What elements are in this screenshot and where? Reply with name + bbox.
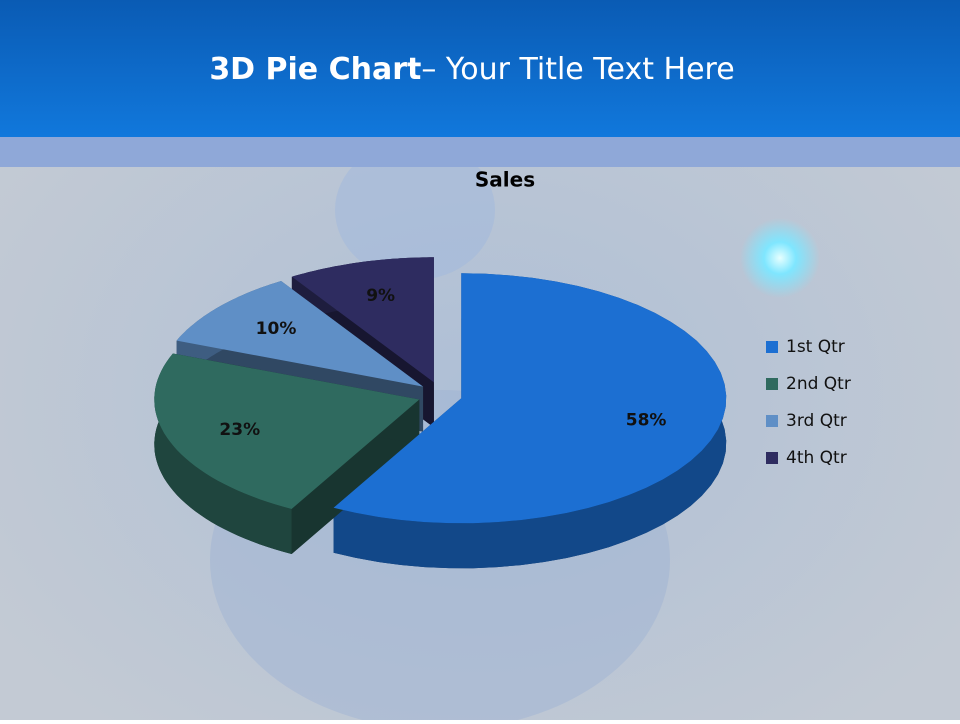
legend-swatch (766, 341, 778, 353)
data-label: 58% (626, 411, 667, 431)
glow-orb (740, 218, 820, 298)
pie-slice (154, 353, 420, 509)
legend-swatch (766, 415, 778, 427)
data-label: 23% (219, 420, 260, 440)
title-rest: – Your Title Text Here (421, 52, 734, 87)
legend-swatch (766, 378, 778, 390)
figure-head (335, 140, 495, 280)
header-band (0, 0, 960, 137)
sub-band (0, 137, 960, 167)
data-label: 9% (366, 286, 395, 306)
legend-swatch (766, 452, 778, 464)
title-bold: 3D Pie Chart (209, 52, 421, 87)
legend: 1st Qtr 2nd Qtr 3rd Qtr 4th Qtr (766, 337, 851, 468)
slice-side (154, 353, 292, 554)
slide-title: 3D Pie Chart– Your Title Text Here (209, 52, 734, 87)
pie-slice (291, 257, 434, 383)
data-label: 10% (256, 319, 297, 339)
pie: 58% 23% 10% 9% (154, 257, 727, 569)
slice-side (333, 273, 727, 569)
pie-slice (333, 273, 727, 524)
legend-label: 4th Qtr (786, 448, 847, 468)
pie-slice (176, 281, 424, 387)
legend-label: 1st Qtr (786, 337, 845, 357)
legend-label: 2nd Qtr (786, 374, 851, 394)
legend-label: 3rd Qtr (786, 411, 847, 431)
chart-title: Sales (475, 168, 535, 192)
